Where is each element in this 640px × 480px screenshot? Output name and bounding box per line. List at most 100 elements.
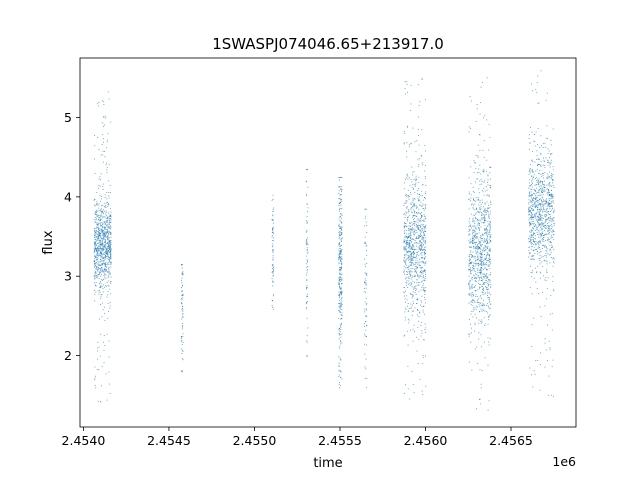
data-point: [540, 174, 542, 176]
data-point: [536, 192, 538, 194]
data-point: [487, 280, 489, 282]
data-point: [305, 180, 307, 182]
x-tick-label: 2.4555: [318, 433, 362, 448]
data-point: [423, 229, 425, 231]
data-point: [545, 277, 547, 279]
data-point: [340, 290, 342, 292]
data-point: [477, 247, 479, 249]
data-point: [421, 162, 423, 164]
data-point: [421, 215, 422, 217]
data-point: [489, 260, 491, 262]
data-point: [425, 253, 427, 254]
data-point: [415, 272, 417, 274]
data-point: [538, 252, 540, 254]
data-point: [553, 231, 554, 233]
data-point: [479, 369, 481, 371]
data-point: [405, 222, 407, 224]
data-point: [99, 272, 100, 274]
data-point: [110, 253, 112, 254]
data-point: [102, 264, 103, 265]
data-point: [409, 235, 411, 237]
data-point: [542, 247, 544, 249]
data-point: [306, 279, 308, 281]
data-point: [547, 202, 549, 204]
data-point: [472, 186, 474, 188]
data-point: [530, 243, 532, 245]
data-point: [535, 249, 536, 251]
data-point: [535, 131, 537, 133]
data-point: [408, 280, 410, 282]
data-point: [341, 309, 343, 311]
data-point: [94, 221, 96, 223]
data-point: [539, 219, 541, 221]
data-point: [95, 211, 97, 213]
data-point: [488, 259, 490, 261]
data-point: [539, 219, 541, 221]
data-point: [365, 279, 367, 281]
data-point: [481, 285, 483, 287]
data-point: [537, 236, 539, 238]
data-point: [339, 198, 341, 200]
data-point: [477, 256, 479, 258]
data-point: [486, 232, 488, 234]
data-point: [408, 195, 410, 197]
data-point: [339, 345, 341, 347]
data-point: [486, 228, 487, 230]
data-point: [416, 140, 418, 142]
data-point: [468, 302, 470, 304]
data-point: [417, 281, 419, 283]
data-point: [540, 214, 542, 216]
data-point: [532, 223, 534, 225]
data-point: [536, 207, 538, 209]
data-point: [404, 334, 406, 336]
data-point: [93, 276, 95, 278]
data-point: [547, 324, 549, 326]
data-point: [366, 231, 368, 233]
data-point: [551, 200, 553, 202]
data-point: [472, 199, 474, 200]
data-point: [340, 202, 342, 204]
data-point: [472, 219, 474, 221]
data-point: [478, 247, 480, 249]
data-point: [534, 230, 536, 231]
data-point: [99, 235, 101, 237]
data-point: [528, 238, 530, 240]
data-point: [487, 265, 489, 267]
data-point: [306, 340, 308, 342]
data-point: [545, 255, 547, 256]
data-point: [338, 328, 340, 330]
data-point: [403, 271, 405, 273]
data-point: [551, 231, 553, 233]
data-point: [481, 183, 483, 185]
data-point: [531, 202, 533, 204]
data-point: [417, 250, 419, 252]
data-point: [99, 216, 101, 218]
data-point: [95, 247, 96, 249]
data-point: [419, 199, 421, 201]
data-point: [477, 268, 479, 269]
data-point: [419, 267, 421, 269]
data-point: [488, 301, 490, 303]
data-point: [420, 253, 422, 255]
data-point: [537, 206, 539, 208]
data-point: [404, 253, 406, 255]
data-point: [100, 264, 102, 266]
data-point: [542, 211, 544, 213]
data-point: [536, 200, 538, 202]
data-point: [95, 275, 97, 276]
data-point: [106, 222, 108, 224]
data-point: [416, 266, 418, 268]
data-point: [408, 233, 409, 235]
data-point: [109, 185, 111, 186]
data-point: [477, 275, 479, 277]
data-point: [536, 159, 538, 160]
data-point: [552, 169, 554, 171]
data-point: [489, 221, 491, 223]
data-point: [533, 370, 535, 372]
data-point: [407, 125, 409, 127]
data-point: [476, 251, 478, 253]
data-point: [98, 233, 100, 235]
data-point: [549, 195, 551, 197]
data-point: [181, 295, 183, 297]
data-point: [483, 140, 485, 142]
